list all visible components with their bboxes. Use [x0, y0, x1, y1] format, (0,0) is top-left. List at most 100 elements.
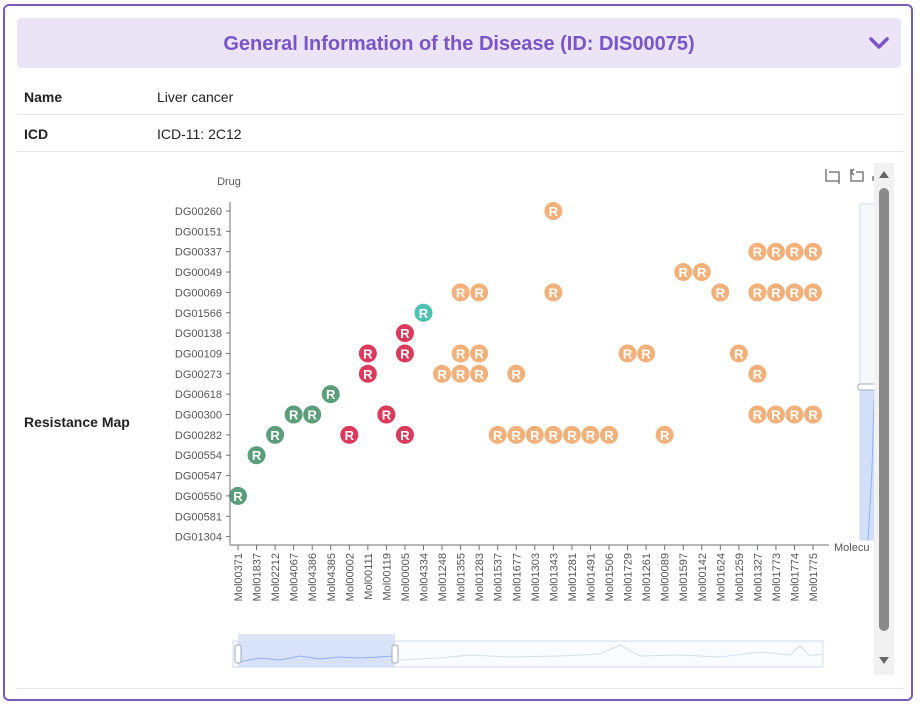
resistance-marker[interactable]: R	[525, 425, 544, 444]
marker-label: R	[308, 408, 318, 423]
x-tick-label: Mol00002	[344, 553, 356, 601]
icd-value: ICD-11: 2C12	[157, 126, 242, 142]
resistance-marker[interactable]: R	[451, 364, 470, 383]
y-tick-label: DG00300	[175, 410, 222, 422]
resistance-marker[interactable]: R	[470, 364, 489, 383]
resistance-marker[interactable]: R	[766, 283, 785, 302]
vertical-zoom-window[interactable]	[860, 388, 876, 540]
resistance-marker[interactable]: R	[804, 283, 823, 302]
marker-label: R	[400, 346, 410, 361]
marker-label: R	[641, 346, 651, 361]
resistance-marker[interactable]: R	[766, 242, 785, 261]
resistance-marker[interactable]: R	[581, 425, 600, 444]
marker-label: R	[400, 428, 410, 443]
resistance-marker[interactable]: R	[470, 344, 489, 363]
marker-dot	[507, 364, 526, 383]
horizontal-zoom-window[interactable]	[238, 641, 395, 667]
marker-dot	[674, 263, 693, 282]
resistance-marker[interactable]: R	[433, 364, 452, 383]
resistance-marker[interactable]: R	[303, 405, 322, 424]
resistance-marker[interactable]: R	[507, 425, 526, 444]
resistance-marker[interactable]: R	[674, 263, 693, 282]
resistance-marker[interactable]: R	[358, 344, 377, 363]
resistance-marker[interactable]: R	[618, 344, 637, 363]
marker-label: R	[493, 428, 503, 443]
resistance-marker[interactable]: R	[748, 242, 767, 261]
marker-label: R	[586, 428, 596, 443]
resistance-marker[interactable]: R	[544, 283, 563, 302]
marker-dot	[414, 303, 433, 322]
marker-label: R	[660, 428, 670, 443]
x-tick-label: Mol01775	[808, 553, 820, 601]
resistance-marker[interactable]: R	[748, 283, 767, 302]
marker-label: R	[790, 285, 800, 300]
resistance-marker[interactable]: R	[785, 242, 804, 261]
resistance-marker[interactable]: R	[395, 324, 414, 343]
y-tick-label: DG00138	[175, 328, 222, 340]
resistance-marker[interactable]: R	[395, 425, 414, 444]
resistance-marker[interactable]: R	[748, 405, 767, 424]
marker-dot	[600, 425, 618, 444]
resistance-marker[interactable]: R	[711, 283, 730, 302]
resistance-marker[interactable]: R	[600, 425, 618, 444]
zoom-right-handle[interactable]	[391, 644, 399, 664]
resistance-marker[interactable]: R	[414, 303, 433, 322]
undo-icon[interactable]	[850, 168, 864, 182]
resistance-marker[interactable]: R	[637, 344, 656, 363]
resistance-marker[interactable]: R	[544, 202, 563, 220]
resistance-marker[interactable]: R	[488, 425, 507, 444]
resistance-marker[interactable]: R	[804, 405, 823, 424]
marker-dot	[266, 425, 285, 444]
resistance-marker[interactable]: R	[321, 385, 340, 404]
resistance-marker[interactable]: R	[247, 446, 266, 465]
marker-dot	[748, 364, 767, 383]
name-label: Name	[24, 89, 63, 105]
resistance-marker[interactable]: R	[451, 283, 470, 302]
resistance-marker[interactable]: R	[340, 425, 359, 444]
resistance-marker[interactable]: R	[804, 242, 823, 261]
marker-label: R	[326, 387, 336, 402]
marker-label: R	[512, 367, 522, 382]
icd-label: ICD	[24, 126, 49, 142]
marker-dot	[321, 385, 340, 404]
marker-label: R	[474, 367, 484, 382]
resistance-marker[interactable]: R	[507, 364, 526, 383]
resistance-marker[interactable]: R	[358, 364, 377, 383]
resistance-marker[interactable]: R	[544, 425, 563, 444]
resistance-marker[interactable]: R	[748, 364, 767, 383]
scroll-up-icon[interactable]	[879, 171, 889, 178]
y-tick-label: DG00151	[175, 226, 222, 238]
marker-dot	[748, 283, 767, 302]
resistance-marker[interactable]: R	[785, 405, 804, 424]
chevron-down-icon[interactable]	[867, 32, 891, 54]
x-tick-label: Mol01261	[641, 553, 653, 601]
y-tick-label: DG00282	[175, 430, 222, 442]
scroll-down-icon[interactable]	[879, 657, 889, 664]
marker-label: R	[697, 265, 707, 280]
resistance-marker[interactable]: R	[766, 405, 785, 424]
resistance-marker[interactable]: R	[692, 263, 711, 282]
resistance-marker[interactable]: R	[377, 405, 396, 424]
marker-label: R	[382, 408, 392, 423]
card-header[interactable]: General Information of the Disease (ID: …	[17, 18, 901, 68]
scrollbar-thumb[interactable]	[879, 188, 889, 631]
resistance-marker[interactable]: R	[451, 344, 470, 363]
resistance-marker[interactable]: R	[562, 425, 581, 444]
resistance-marker[interactable]: R	[785, 283, 804, 302]
crop-icon[interactable]	[825, 169, 840, 184]
marker-dot	[637, 344, 656, 363]
marker-dot	[433, 364, 452, 383]
resistance-marker[interactable]: R	[395, 344, 414, 363]
resistance-marker[interactable]: R	[470, 283, 489, 302]
resistance-marker[interactable]: R	[229, 486, 247, 505]
marker-label: R	[549, 285, 559, 300]
x-tick-label: Mol01624	[715, 553, 727, 601]
resistance-marker[interactable]: R	[655, 425, 674, 444]
marker-label: R	[289, 408, 299, 423]
resistance-marker[interactable]: R	[284, 405, 303, 424]
resistance-marker[interactable]: R	[266, 425, 285, 444]
resistance-marker[interactable]: R	[729, 344, 748, 363]
zoom-left-handle[interactable]	[234, 644, 242, 664]
zoom-move-handle[interactable]	[238, 634, 395, 641]
